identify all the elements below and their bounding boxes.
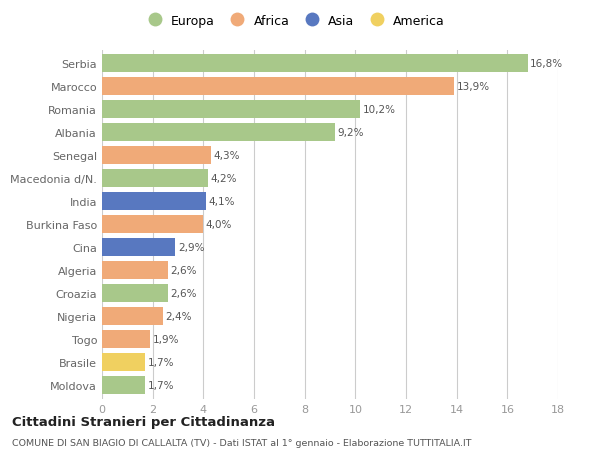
Bar <box>102 308 163 326</box>
Bar <box>102 193 206 211</box>
Bar <box>102 262 168 280</box>
Text: 4,2%: 4,2% <box>211 174 238 184</box>
Text: 16,8%: 16,8% <box>530 59 563 69</box>
Text: 1,7%: 1,7% <box>148 358 174 368</box>
Bar <box>102 124 335 142</box>
Bar <box>102 78 454 96</box>
Text: 4,0%: 4,0% <box>206 220 232 230</box>
Text: 13,9%: 13,9% <box>457 82 490 92</box>
Text: 4,1%: 4,1% <box>208 197 235 207</box>
Bar <box>102 353 145 372</box>
Legend: Europa, Africa, Asia, America: Europa, Africa, Asia, America <box>137 10 450 33</box>
Text: 10,2%: 10,2% <box>363 105 396 115</box>
Text: 2,4%: 2,4% <box>166 312 192 322</box>
Text: COMUNE DI SAN BIAGIO DI CALLALTA (TV) - Dati ISTAT al 1° gennaio - Elaborazione : COMUNE DI SAN BIAGIO DI CALLALTA (TV) - … <box>12 438 472 448</box>
Bar <box>102 216 203 234</box>
Text: 1,9%: 1,9% <box>152 335 179 345</box>
Bar <box>102 147 211 165</box>
Bar <box>102 56 527 73</box>
Text: 1,7%: 1,7% <box>148 381 174 391</box>
Text: 9,2%: 9,2% <box>338 128 364 138</box>
Bar <box>102 330 150 349</box>
Text: 2,6%: 2,6% <box>170 289 197 299</box>
Text: 4,3%: 4,3% <box>214 151 240 161</box>
Bar <box>102 285 168 303</box>
Text: 2,6%: 2,6% <box>170 266 197 276</box>
Bar <box>102 376 145 394</box>
Bar <box>102 170 208 188</box>
Text: Cittadini Stranieri per Cittadinanza: Cittadini Stranieri per Cittadinanza <box>12 415 275 428</box>
Bar <box>102 239 175 257</box>
Bar <box>102 101 361 119</box>
Text: 2,9%: 2,9% <box>178 243 205 253</box>
